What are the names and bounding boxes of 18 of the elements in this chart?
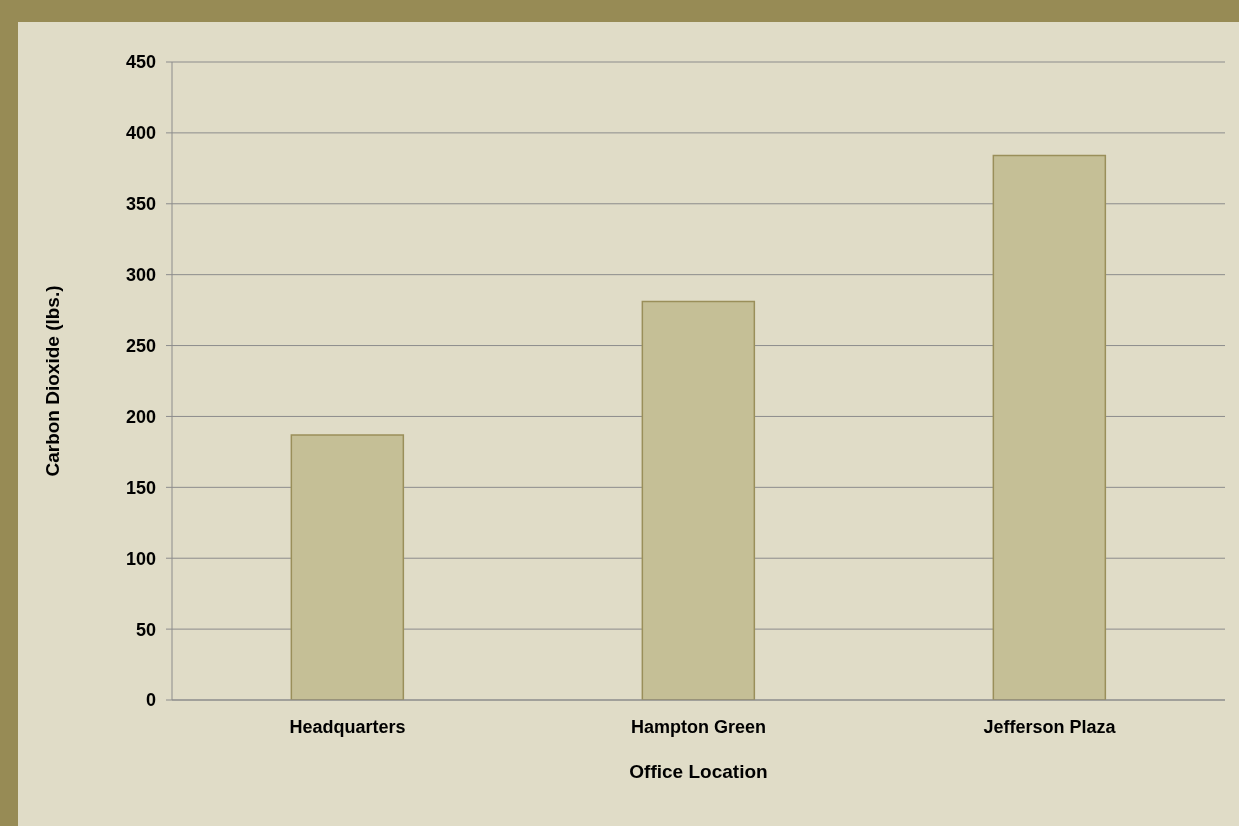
y-tick-label: 300 — [125, 265, 156, 286]
y-tick-label: 0 — [145, 690, 156, 711]
y-tick-label: 100 — [125, 548, 156, 569]
y-tick-label: 350 — [125, 194, 156, 215]
y-tick-label: 450 — [125, 52, 156, 73]
x-tick-label: Headquarters — [289, 716, 406, 737]
bar — [992, 154, 1107, 700]
x-tick-label: Jefferson Plaza — [983, 716, 1117, 737]
y-tick-label: 50 — [135, 619, 156, 640]
y-tick-label: 200 — [125, 406, 156, 427]
y-axis-title: Carbon Dioxide (lbs.) — [41, 285, 63, 477]
x-tick-label: Hampton Green — [630, 716, 767, 737]
x-axis-title: Office Location — [629, 761, 768, 782]
y-tick-label: 150 — [125, 477, 156, 498]
y-tick-label: 400 — [125, 123, 156, 144]
bar — [290, 434, 405, 700]
y-tick-label: 250 — [125, 335, 156, 356]
bar — [641, 300, 756, 700]
